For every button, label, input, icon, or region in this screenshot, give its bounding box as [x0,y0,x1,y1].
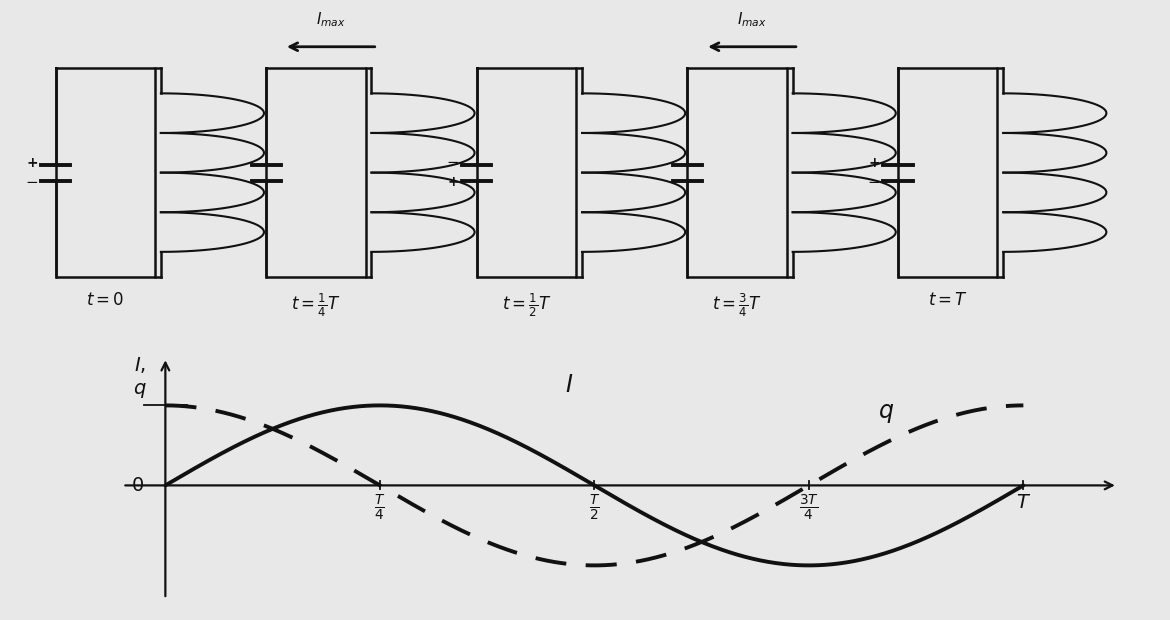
Text: +: + [869,156,881,170]
Text: $\frac{3T}{4}$: $\frac{3T}{4}$ [799,494,819,523]
Text: $t=\frac{1}{2}T$: $t=\frac{1}{2}T$ [502,291,551,319]
Text: $\frac{T}{4}$: $\frac{T}{4}$ [374,494,385,523]
Text: −: − [447,156,459,171]
Text: −: − [26,175,37,190]
Text: $q$: $q$ [133,381,146,401]
Text: $T$: $T$ [1016,494,1031,512]
Text: q: q [879,399,894,423]
Text: −: − [868,175,881,190]
Text: I: I [565,373,572,397]
Text: $t=\frac{3}{4}T$: $t=\frac{3}{4}T$ [713,291,762,319]
Text: $t=0$: $t=0$ [87,291,124,309]
Text: $I_{max}$: $I_{max}$ [737,10,766,29]
Text: $t=T$: $t=T$ [928,291,968,309]
Text: +: + [27,156,37,170]
Text: 0: 0 [132,476,144,495]
Text: $\frac{T}{2}$: $\frac{T}{2}$ [589,494,600,523]
Text: $I_{max}$: $I_{max}$ [316,10,345,29]
Text: $I,$: $I,$ [135,355,146,375]
Text: +: + [448,175,459,189]
Text: $t=\frac{1}{4}T$: $t=\frac{1}{4}T$ [291,291,340,319]
